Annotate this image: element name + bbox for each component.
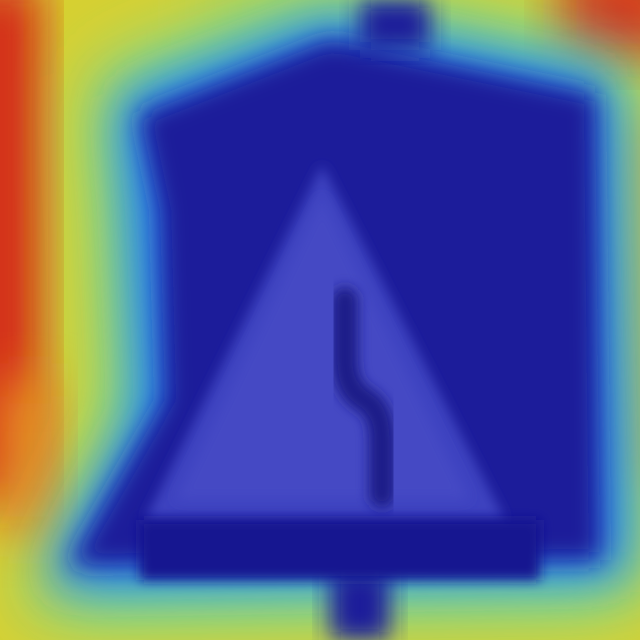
warning-triangle (140, 165, 540, 580)
right-lane-line (332, 287, 395, 508)
road-symbol (282, 287, 395, 508)
